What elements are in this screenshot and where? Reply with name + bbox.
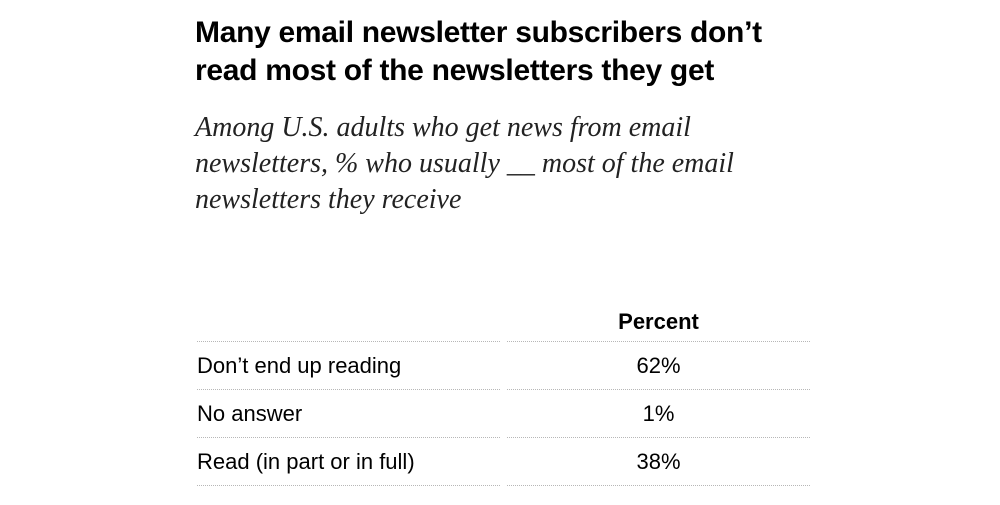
row-label: Don’t end up reading xyxy=(197,342,500,390)
table-row: No answer 1% xyxy=(197,390,810,438)
row-label: Read (in part or in full) xyxy=(197,438,500,486)
table-row: Read (in part or in full) 38% xyxy=(197,438,810,486)
table-row: Don’t end up reading 62% xyxy=(197,342,810,390)
row-value: 62% xyxy=(507,342,810,390)
chart-subtitle: Among U.S. adults who get news from emai… xyxy=(195,112,734,215)
chart-title: Many email newsletter subscribers don’t … xyxy=(195,16,762,87)
data-table: Percent Don’t end up reading 62% No answ… xyxy=(197,303,810,486)
column-header-percent: Percent xyxy=(507,303,810,342)
row-value: 38% xyxy=(507,438,810,486)
chart-container: Many email newsletter subscribers don’t … xyxy=(195,14,835,218)
header-blank-cell xyxy=(197,303,500,342)
table-header-row: Percent xyxy=(197,303,810,342)
row-label: No answer xyxy=(197,390,500,438)
row-value: 1% xyxy=(507,390,810,438)
